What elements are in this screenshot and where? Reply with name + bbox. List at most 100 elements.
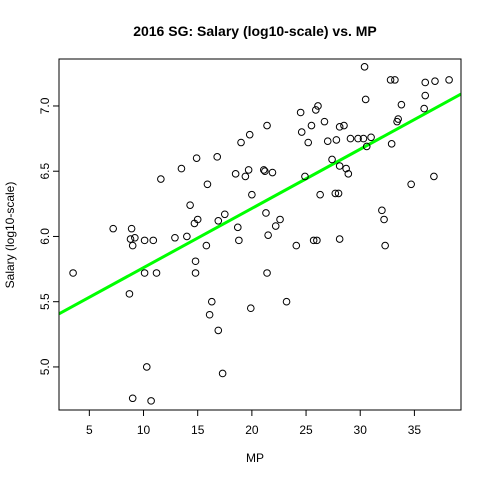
- x-tick-label: 10: [137, 423, 151, 437]
- data-point: [342, 164, 350, 173]
- data-point: [241, 172, 250, 181]
- data-point: [264, 231, 272, 239]
- data-point: [323, 137, 332, 146]
- data-point: [171, 233, 179, 242]
- data-point: [282, 297, 291, 306]
- data-point: [205, 310, 214, 319]
- data-point: [192, 154, 201, 162]
- data-point: [183, 232, 191, 241]
- data-point: [362, 142, 371, 151]
- x-tick-label: 30: [354, 423, 368, 437]
- data-point: [360, 63, 369, 71]
- data-point: [340, 121, 348, 130]
- data-point: [359, 134, 368, 143]
- y-tick-label: 6.5: [38, 163, 52, 180]
- data-point: [309, 236, 318, 245]
- data-point: [237, 138, 245, 147]
- data-point: [193, 215, 202, 224]
- data-point: [233, 223, 242, 232]
- data-point: [244, 166, 253, 174]
- data-point: [207, 297, 216, 306]
- y-tick-label: 5.5: [38, 293, 52, 310]
- data-point: [276, 215, 284, 224]
- data-point: [445, 76, 453, 84]
- data-point: [313, 236, 321, 245]
- data-point: [367, 133, 375, 142]
- data-point: [301, 172, 309, 181]
- data-point: [421, 91, 430, 100]
- points-layer: [69, 63, 453, 405]
- data-point: [142, 363, 151, 371]
- x-tick-label: 20: [245, 423, 259, 437]
- data-point: [407, 180, 415, 189]
- data-point: [245, 130, 254, 139]
- data-point: [381, 241, 389, 250]
- data-point: [128, 394, 137, 403]
- data-point: [191, 269, 200, 277]
- data-point: [335, 162, 344, 170]
- data-point: [262, 209, 270, 217]
- x-axis-label: MP: [246, 451, 264, 465]
- data-point: [214, 216, 223, 225]
- data-point: [246, 304, 255, 313]
- y-axis-label: Salary (log10-scale): [3, 182, 17, 289]
- data-point: [214, 326, 223, 335]
- data-point: [380, 215, 388, 224]
- data-point: [125, 290, 134, 298]
- data-point: [268, 168, 277, 177]
- data-point: [140, 269, 149, 277]
- regression-layer: [59, 92, 461, 316]
- data-point: [248, 190, 256, 199]
- x-tick-label: 5: [86, 423, 93, 437]
- data-point: [430, 172, 438, 181]
- plot-frame: [58, 58, 462, 411]
- data-point: [332, 136, 341, 144]
- data-point: [131, 233, 139, 242]
- y-tick-label: 7.0: [38, 97, 52, 114]
- x-tick-label: 25: [299, 423, 313, 437]
- data-point: [354, 134, 362, 143]
- data-point: [213, 153, 221, 161]
- data-point: [335, 123, 344, 131]
- x-tick-label: 15: [191, 423, 205, 437]
- data-point: [202, 241, 211, 250]
- data-point: [263, 121, 271, 130]
- y-tick-label: 5.0: [38, 358, 52, 375]
- data-point: [344, 170, 353, 178]
- data-point: [420, 104, 428, 113]
- data-point: [177, 164, 186, 173]
- data-point: [271, 222, 280, 230]
- data-point: [220, 210, 229, 219]
- data-point: [292, 241, 301, 250]
- data-point: [304, 138, 313, 147]
- data-point: [312, 106, 320, 114]
- chart-title: 2016 SG: Salary (log10-scale) vs. MP: [133, 23, 377, 39]
- data-point: [431, 77, 439, 85]
- data-point: [378, 206, 386, 215]
- data-point: [69, 269, 77, 277]
- data-point: [140, 236, 149, 245]
- data-point: [149, 236, 158, 245]
- data-point: [334, 189, 343, 198]
- data-point: [314, 102, 322, 110]
- x-tick-label: 35: [408, 423, 422, 437]
- data-point: [335, 235, 344, 243]
- data-point: [259, 166, 268, 174]
- data-point: [328, 155, 336, 164]
- data-point: [128, 241, 137, 250]
- data-point: [261, 167, 269, 176]
- data-point: [361, 95, 370, 104]
- data-point: [397, 100, 406, 109]
- data-point: [218, 369, 227, 378]
- data-point: [186, 201, 194, 209]
- data-point: [421, 78, 430, 87]
- data-point: [203, 180, 212, 189]
- data-point: [147, 397, 155, 405]
- data-point: [109, 224, 117, 233]
- data-point: [263, 269, 271, 277]
- data-point: [191, 257, 200, 266]
- data-point: [320, 117, 329, 126]
- data-point: [231, 170, 240, 178]
